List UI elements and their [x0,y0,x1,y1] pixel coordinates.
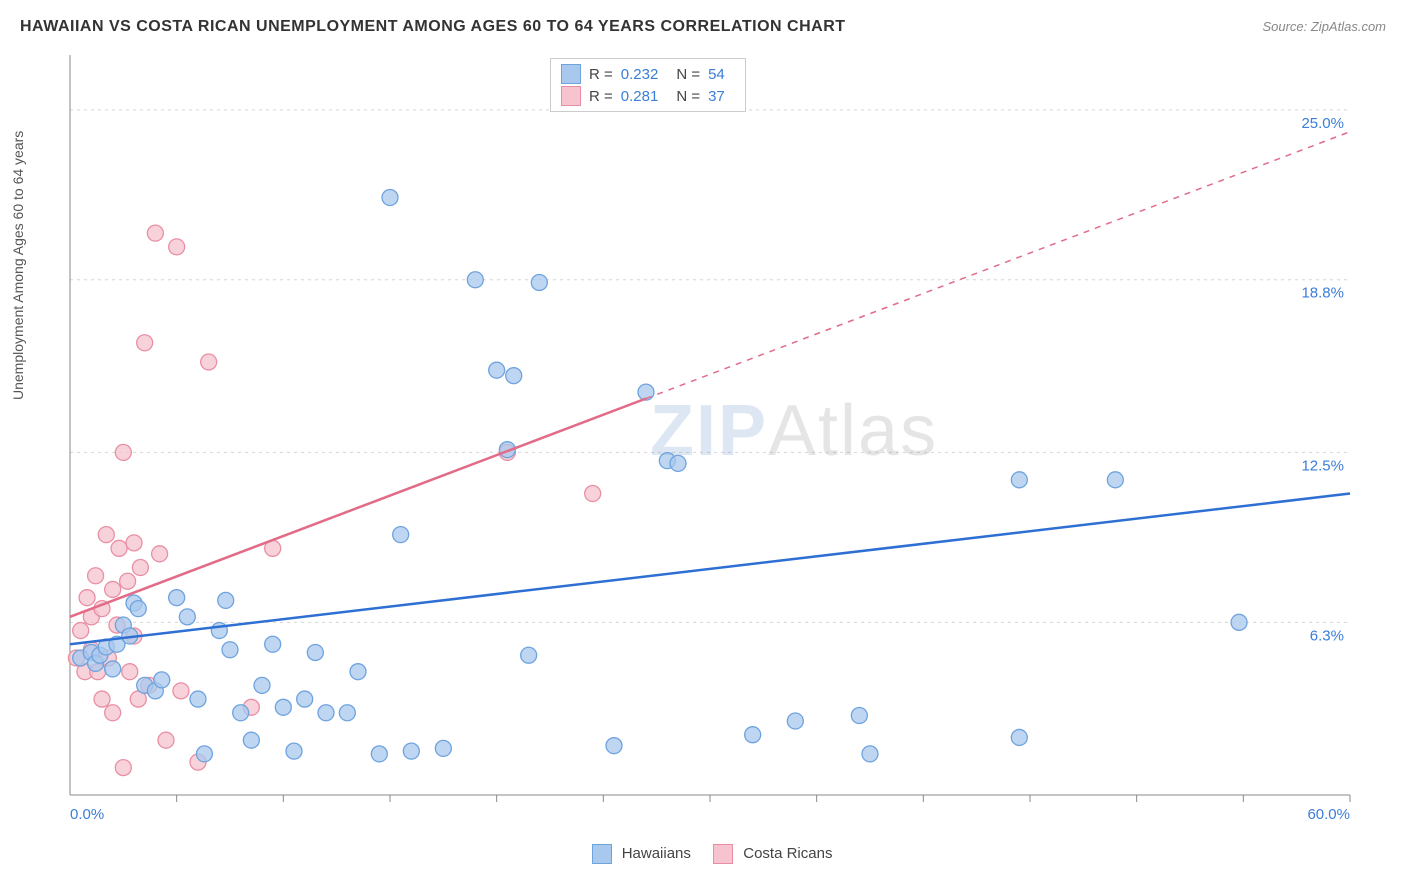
svg-text:18.8%: 18.8% [1301,285,1344,302]
n-value: 37 [708,88,725,105]
n-label: N = [676,66,700,83]
stats-row-hawaiians: R = 0.232 N = 54 [561,63,735,85]
chart-container: 6.3% 12.5% 18.8% 25.0% 0.0% 60.0% [50,55,1355,825]
source-attribution: Source: ZipAtlas.com [1262,19,1386,34]
y-axis-label: Unemployment Among Ages 60 to 64 years [10,131,26,400]
svg-text:6.3%: 6.3% [1310,627,1344,644]
swatch-icon [561,86,581,106]
svg-text:0.0%: 0.0% [70,806,104,823]
correlation-stats-box: R = 0.232 N = 54 R = 0.281 N = 37 [550,58,746,112]
r-value: 0.232 [621,66,659,83]
svg-text:60.0%: 60.0% [1307,806,1350,823]
swatch-icon [561,64,581,84]
swatch-icon [592,844,612,864]
legend-label-hawaiians: Hawaiians [622,845,691,862]
svg-text:12.5%: 12.5% [1301,457,1344,474]
stats-row-costaricans: R = 0.281 N = 37 [561,85,735,107]
r-label: R = [589,88,613,105]
n-label: N = [676,88,700,105]
n-value: 54 [708,66,725,83]
scatter-chart: 6.3% 12.5% 18.8% 25.0% 0.0% 60.0% [50,55,1355,825]
svg-text:25.0%: 25.0% [1301,115,1344,132]
series-legend: Hawaiians Costa Ricans [0,844,1406,864]
chart-title: HAWAIIAN VS COSTA RICAN UNEMPLOYMENT AMO… [20,18,846,36]
r-value: 0.281 [621,88,659,105]
swatch-icon [713,844,733,864]
legend-label-costaricans: Costa Ricans [743,845,832,862]
r-label: R = [589,66,613,83]
